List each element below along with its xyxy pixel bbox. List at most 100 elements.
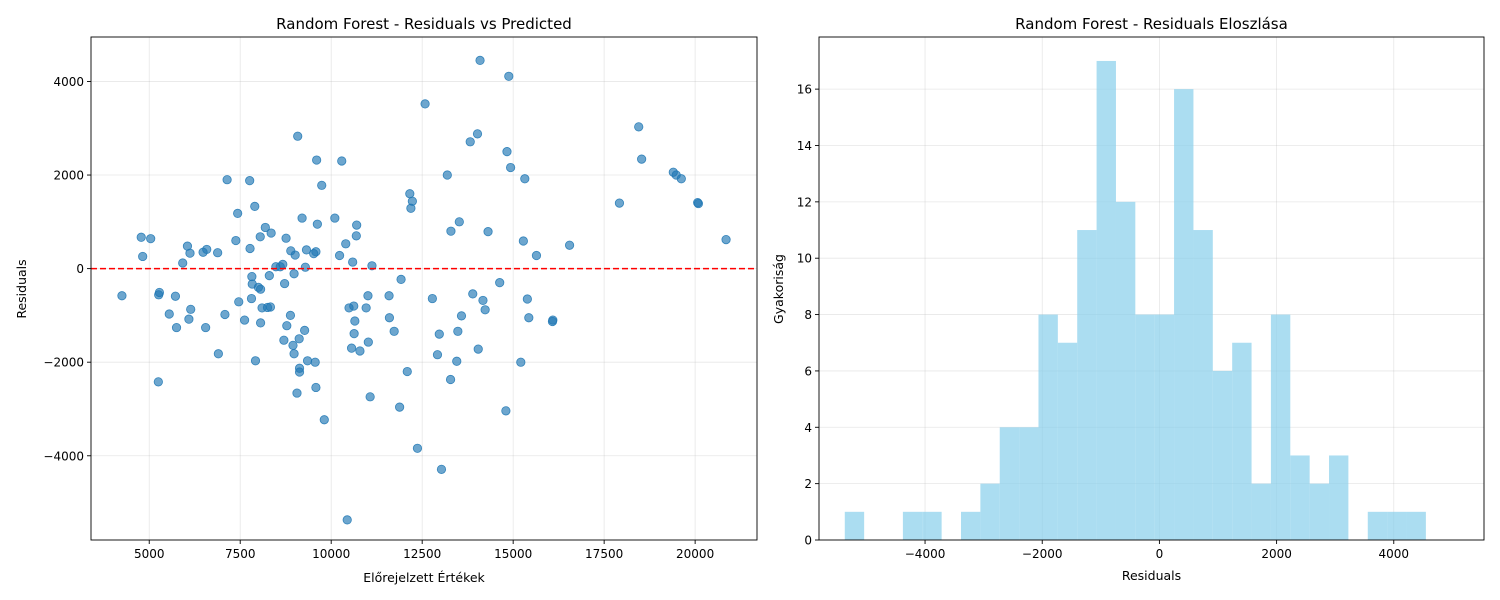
scatter-point: [434, 329, 444, 339]
scatter-x-tick-label: 20000: [676, 547, 714, 561]
scatter-x-tick-label: 15000: [494, 547, 532, 561]
histogram-bar: [1019, 427, 1039, 540]
histogram-y-tick-label: 4: [804, 421, 812, 435]
histogram-bar: [1290, 455, 1310, 540]
histogram-bar: [902, 511, 923, 540]
histogram-y-tick-label: 0: [804, 534, 812, 548]
scatter-point: [312, 219, 322, 229]
scatter-point: [154, 287, 165, 298]
scatter-point: [389, 326, 399, 336]
scatter-point: [483, 227, 493, 237]
histogram-bar: [844, 511, 865, 540]
scatter-point: [301, 245, 312, 255]
histogram-y-tick-label: 14: [797, 139, 812, 153]
scatter-point: [294, 334, 304, 344]
scatter-point: [220, 309, 230, 320]
scatter-point: [454, 217, 464, 227]
scatter-point: [395, 402, 405, 412]
scatter-x-tick-label: 17500: [585, 547, 623, 561]
scatter-x-ticks: 5000 7500 10000 12500 15000 17500 20000: [134, 540, 714, 561]
scatter-point: [407, 196, 417, 206]
scatter-x-tick-label: 5000: [134, 547, 165, 561]
scatter-point: [432, 350, 443, 360]
histogram-x-tick-label: 2000: [1261, 547, 1292, 561]
scatter-point: [292, 388, 302, 398]
scatter-point: [239, 315, 250, 325]
scatter-x-tick-label: 7500: [225, 547, 256, 561]
scatter-point: [250, 201, 260, 211]
scatter-point: [285, 310, 296, 321]
scatter-point: [504, 71, 514, 81]
scatter-point: [289, 349, 299, 359]
scatter-point: [355, 346, 365, 356]
histogram-bars: [844, 60, 1426, 540]
scatter-point: [427, 293, 437, 304]
histogram-chart: Random Forest - Residuals Eloszlása −400…: [771, 15, 1485, 583]
histogram-x-axis-label: Residuals: [1122, 568, 1181, 583]
histogram-x-tick-label: −4000: [905, 547, 946, 561]
scatter-point: [245, 176, 255, 186]
histogram-y-tick-label: 2: [804, 477, 812, 491]
scatter-point: [531, 250, 542, 261]
histogram-y-tick-label: 6: [804, 364, 812, 378]
scatter-point: [233, 208, 243, 219]
histogram-y-axis-label: Gyakoriság: [771, 254, 786, 324]
histogram-bar: [999, 427, 1020, 540]
histogram-y-tick-label: 12: [797, 195, 812, 209]
scatter-point: [349, 301, 359, 311]
scatter-point: [231, 235, 241, 246]
histogram-bar: [922, 511, 942, 540]
scatter-point: [300, 262, 310, 272]
histogram-bar: [960, 511, 981, 540]
scatter-chart-title: Random Forest - Residuals vs Predicted: [276, 15, 572, 33]
scatter-y-tick-label: −2000: [43, 356, 84, 370]
scatter-point: [349, 329, 359, 339]
scatter-point: [337, 156, 347, 166]
scatter-axes-frame: [90, 36, 758, 541]
scatter-point: [341, 239, 351, 249]
scatter-point: [453, 326, 463, 336]
scatter-point: [473, 344, 483, 354]
scatter-point: [524, 313, 534, 323]
scatter-point: [117, 291, 127, 301]
scatter-point: [280, 278, 290, 289]
scatter-point: [266, 228, 276, 238]
scatter-x-tick-label: 10000: [312, 547, 350, 561]
scatter-point: [290, 250, 300, 260]
scatter-y-tick-label: 4000: [53, 75, 84, 89]
scatter-point: [342, 515, 352, 525]
scatter-point: [637, 154, 647, 164]
scatter-y-tick-label: 0: [76, 262, 84, 276]
scatter-point: [293, 131, 303, 141]
histogram-bar: [1135, 314, 1155, 540]
histogram-x-tick-label: −2000: [1022, 547, 1063, 561]
histogram-bar: [1115, 201, 1136, 540]
scatter-point: [442, 170, 452, 180]
scatter-point: [319, 415, 329, 425]
scatter-point: [384, 291, 394, 301]
scatter-point: [518, 236, 528, 246]
scatter-points: [117, 55, 731, 525]
scatter-point: [363, 337, 373, 347]
histogram-bar: [1387, 511, 1407, 540]
scatter-point: [351, 231, 361, 241]
scatter-point: [634, 122, 644, 132]
scatter-point: [234, 297, 244, 307]
scatter-point: [310, 357, 320, 367]
scatter-point: [502, 147, 512, 157]
scatter-point: [302, 356, 313, 366]
scatter-point: [170, 291, 181, 301]
histogram-bar: [1057, 342, 1078, 540]
histogram-x-tick-label: 0: [1156, 547, 1164, 561]
scatter-point: [250, 356, 261, 366]
scatter-point: [222, 175, 232, 185]
scatter-point: [153, 377, 163, 387]
scatter-point: [412, 443, 423, 453]
scatter-point: [264, 271, 274, 281]
scatter-point: [365, 392, 375, 402]
histogram-axes-frame: [818, 36, 1485, 541]
scatter-point: [311, 382, 321, 393]
scatter-point: [278, 259, 288, 270]
histogram-bar: [980, 483, 1000, 540]
